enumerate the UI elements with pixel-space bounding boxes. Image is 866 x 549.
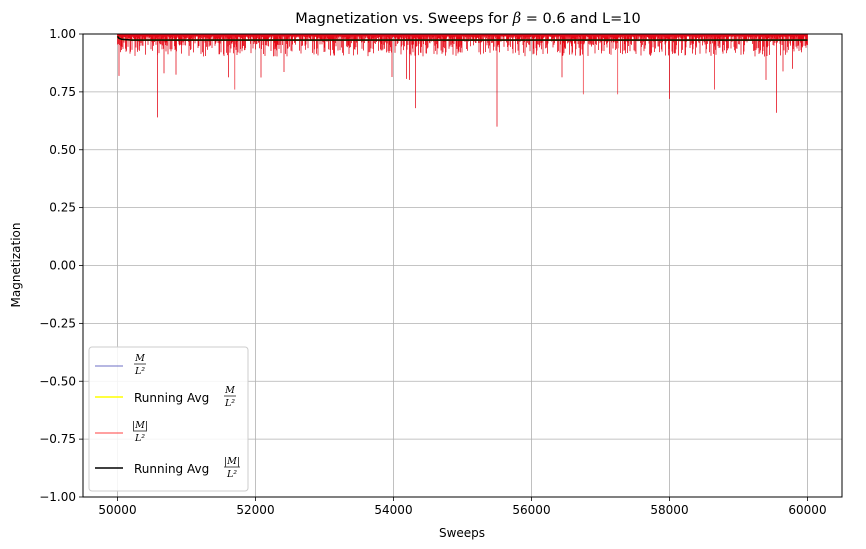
series-m	[117, 34, 808, 127]
svg-text:M: M	[224, 385, 235, 396]
svg-text:|M|: |M|	[224, 456, 240, 467]
x-tick-label: 54000	[374, 503, 412, 517]
y-tick-label: 1.00	[49, 27, 76, 41]
y-tick-label: 0.00	[49, 259, 76, 273]
x-axis-ticks: 50000 52000 54000 56000 58000 60000	[98, 497, 827, 517]
x-tick-label: 58000	[650, 503, 688, 517]
x-tick-label: 56000	[512, 503, 550, 517]
legend-label-abs-m: |M| L²	[132, 420, 148, 444]
svg-text:Running Avg: Running Avg	[134, 462, 209, 476]
y-tick-label: 0.50	[49, 143, 76, 157]
legend-label-m: M L²	[134, 353, 146, 377]
svg-text:L²: L²	[134, 366, 145, 377]
y-axis-label: Magnetization	[9, 223, 23, 308]
y-tick-label: −1.00	[39, 490, 76, 504]
legend-label-m-running-avg: Running Avg M L²	[134, 385, 236, 409]
y-tick-label: 0.25	[49, 201, 76, 215]
x-axis-label: Sweeps	[439, 526, 485, 540]
y-tick-label: −0.25	[39, 316, 76, 330]
svg-text:M: M	[134, 353, 145, 364]
legend: M L² Running Avg M L² |M| L² Running Avg…	[88, 346, 249, 492]
legend-label-abs-m-running-avg: Running Avg |M| L²	[134, 456, 240, 480]
x-tick-label: 60000	[788, 503, 826, 517]
legend-frame	[88, 346, 249, 492]
svg-text:|M|: |M|	[132, 420, 148, 431]
x-tick-label: 50000	[98, 503, 136, 517]
svg-text:L²: L²	[224, 398, 235, 409]
x-tick-label: 52000	[236, 503, 274, 517]
svg-text:L²: L²	[226, 469, 237, 480]
svg-text:Running Avg: Running Avg	[134, 391, 209, 405]
series-abs-m-running-avg	[116, 35, 808, 41]
series-abs-m-overlay	[117, 34, 808, 127]
y-tick-label: 0.75	[49, 85, 76, 99]
y-axis-ticks: 1.00 0.75 0.50 0.25 0.00 −0.25 −0.50 −0.75 −1.00	[39, 27, 83, 504]
chart-title: Magnetization vs. Sweeps for β = 0.6 and…	[295, 11, 640, 27]
y-tick-label: −0.50	[39, 374, 76, 388]
grid	[83, 33, 842, 498]
y-tick-label: −0.75	[39, 432, 76, 446]
svg-text:L²: L²	[134, 433, 145, 444]
